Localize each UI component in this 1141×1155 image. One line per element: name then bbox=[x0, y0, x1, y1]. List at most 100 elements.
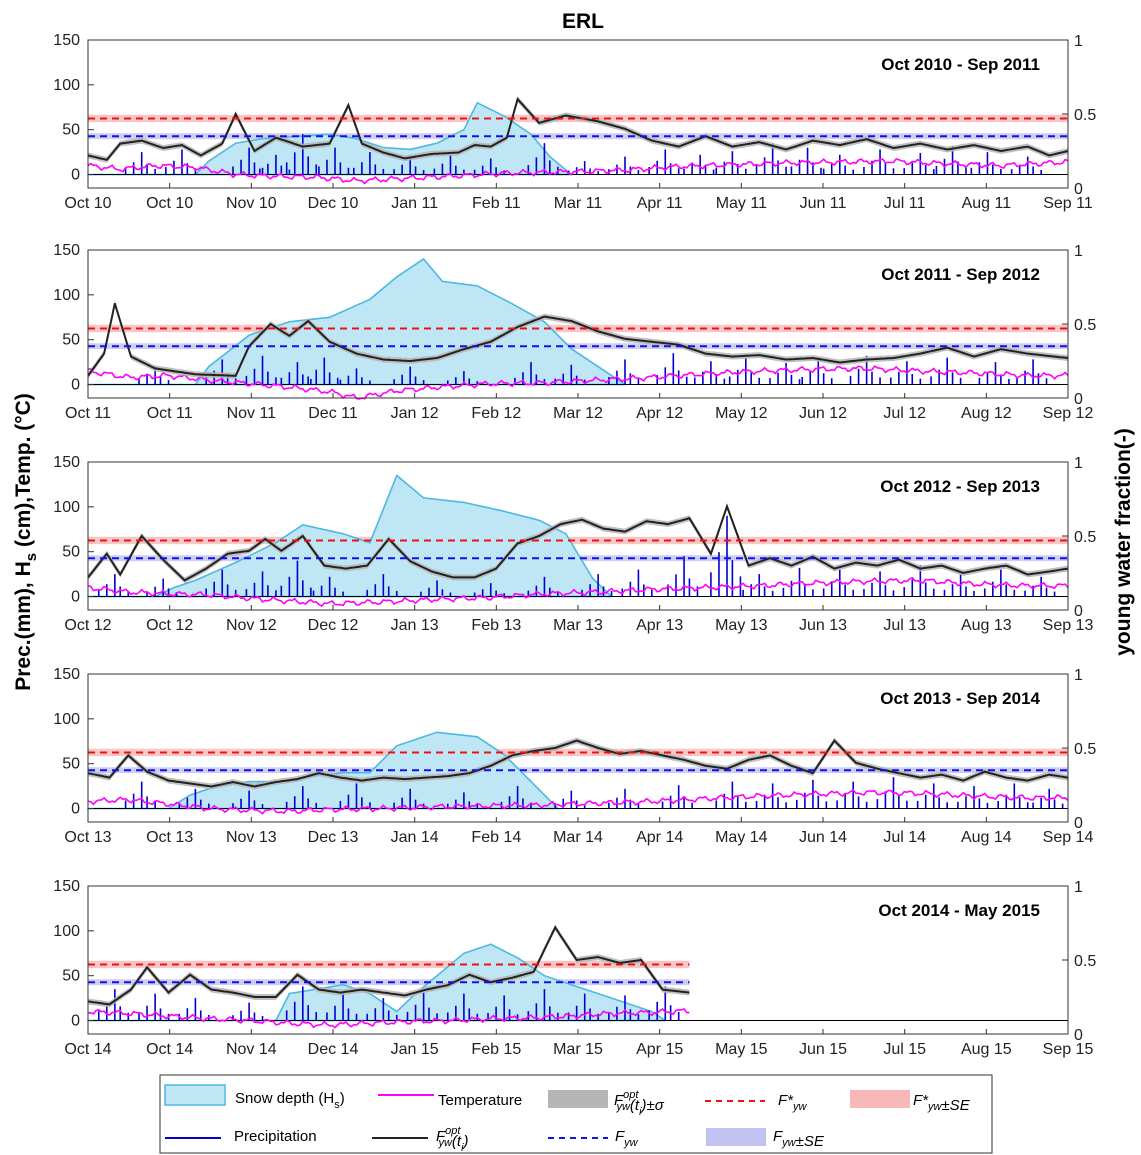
x-tick-label: May 14 bbox=[715, 829, 768, 846]
x-tick-label: May 11 bbox=[716, 195, 767, 212]
legend: Snow depth (Hs) Temperature Fopt yw(ti)±σ F*… bbox=[159, 1074, 993, 1154]
x-tick-label: Feb 14 bbox=[471, 829, 521, 846]
x-tick-label: Aug 11 bbox=[962, 195, 1012, 212]
x-tick-label: Sep 15 bbox=[1043, 1041, 1094, 1058]
x-tick-label: Aug 12 bbox=[961, 405, 1012, 422]
legend-label-fyw: Fyw bbox=[615, 1128, 639, 1149]
legend-swatch-opt-band bbox=[548, 1090, 608, 1108]
right-tick-label: 0 bbox=[1074, 391, 1083, 408]
x-tick-label: Feb 11 bbox=[472, 195, 521, 212]
x-tick-label: Dec 10 bbox=[308, 195, 359, 212]
left-tick-label: 100 bbox=[53, 287, 80, 304]
temperature-line bbox=[87, 1007, 690, 1029]
x-tick-label: Jun 12 bbox=[799, 405, 847, 422]
temperature-line bbox=[87, 576, 1069, 608]
f-star-yw-se-band bbox=[88, 324, 1068, 333]
legend-swatch-f-yw-band bbox=[706, 1128, 766, 1146]
fyw-opt-line bbox=[87, 503, 1069, 582]
left-tick-label: 50 bbox=[62, 544, 80, 561]
x-tick-label: Oct 12 bbox=[64, 617, 111, 634]
x-tick-label: Apr 13 bbox=[636, 617, 683, 634]
x-tick-label: Dec 12 bbox=[308, 617, 359, 634]
right-tick-label: 0 bbox=[1074, 815, 1083, 832]
left-y-axis-label: Prec.(mm), Hs (cm),Temp. (°C) bbox=[12, 393, 40, 691]
left-tick-label: 150 bbox=[53, 454, 80, 471]
panel-3: 0 50 100 150 0 0.5 1 Oct 12 Oct 12 Nov 12 Dec 12 Ja… bbox=[53, 454, 1096, 634]
fyw-opt-sigma-band bbox=[88, 924, 690, 1008]
left-tick-label: 0 bbox=[71, 377, 80, 394]
x-tick-label: Jul 13 bbox=[883, 617, 926, 634]
right-tick-label: 0 bbox=[1074, 1027, 1083, 1044]
x-tick-label: May 15 bbox=[715, 1041, 768, 1058]
precipitation-bars bbox=[97, 986, 680, 1021]
snow-depth-area bbox=[87, 943, 667, 1022]
figure-title: ERL bbox=[562, 10, 604, 33]
left-tick-label: 50 bbox=[62, 756, 80, 773]
x-tick-label: Nov 13 bbox=[226, 829, 277, 846]
x-tick-label: Nov 10 bbox=[226, 195, 277, 212]
legend-swatch-f-star-band bbox=[850, 1090, 910, 1108]
legend-label-fstarband: F*yw±SE bbox=[913, 1092, 971, 1114]
x-tick-label: Oct 12 bbox=[146, 617, 193, 634]
right-tick-label: 1 bbox=[1074, 879, 1083, 896]
f-yw-se-band bbox=[88, 343, 1068, 350]
legend-box bbox=[159, 1074, 993, 1154]
snow-depth-area bbox=[87, 731, 559, 810]
fyw-opt-line bbox=[87, 739, 1069, 788]
x-tick-label: Oct 13 bbox=[146, 829, 193, 846]
right-tick-label: 0.5 bbox=[1074, 741, 1096, 758]
x-tick-label: May 13 bbox=[715, 617, 768, 634]
left-tick-label: 150 bbox=[53, 666, 80, 683]
x-tick-label: Apr 12 bbox=[636, 405, 683, 422]
x-tick-label: Apr 14 bbox=[636, 829, 683, 846]
x-tick-label: Jan 14 bbox=[391, 829, 439, 846]
x-tick-label: Jul 11 bbox=[884, 195, 926, 212]
left-tick-label: 150 bbox=[53, 32, 80, 49]
x-tick-label: Apr 11 bbox=[637, 195, 683, 212]
x-tick-label: Jul 15 bbox=[883, 1041, 926, 1058]
x-tick-label: Aug 15 bbox=[961, 1041, 1012, 1058]
x-tick-label: May 12 bbox=[715, 405, 768, 422]
fyw-opt-line bbox=[87, 97, 1069, 162]
x-tick-label: Dec 13 bbox=[308, 829, 359, 846]
left-tick-label: 100 bbox=[53, 77, 80, 94]
legend-label-opt: Fopt yw(ti) bbox=[436, 1125, 469, 1154]
x-tick-label: Mar 13 bbox=[553, 617, 603, 634]
left-tick-label: 100 bbox=[53, 923, 80, 940]
left-tick-label: 0 bbox=[71, 801, 80, 818]
temperature-line bbox=[87, 365, 1069, 400]
x-tick-label: Dec 14 bbox=[308, 1041, 359, 1058]
panel-2: 0 50 100 150 0 0.5 1 Oct 11 Oct 11 Nov 11 Dec 11 Ja… bbox=[53, 242, 1096, 422]
x-tick-label: Apr 15 bbox=[636, 1041, 683, 1058]
left-tick-label: 0 bbox=[71, 167, 80, 184]
x-tick-label: Jan 13 bbox=[391, 617, 439, 634]
fyw-opt-sigma-band bbox=[88, 503, 1068, 584]
x-tick-label: Dec 11 bbox=[308, 405, 358, 422]
legend-label-snow: Snow depth (Hs) bbox=[235, 1090, 345, 1111]
x-tick-label: Jan 12 bbox=[391, 405, 439, 422]
x-tick-label: Oct 11 bbox=[65, 405, 111, 422]
right-tick-label: 1 bbox=[1074, 243, 1083, 260]
x-tick-label: Jun 15 bbox=[799, 1041, 847, 1058]
x-tick-label: Mar 15 bbox=[553, 1041, 603, 1058]
x-tick-label: Sep 13 bbox=[1043, 617, 1094, 634]
snow-depth-area bbox=[87, 474, 613, 598]
legend-label-temp: Temperature bbox=[438, 1092, 522, 1109]
right-tick-label: 1 bbox=[1074, 667, 1083, 684]
x-tick-label: Jan 11 bbox=[391, 195, 438, 212]
legend-label-precip: Precipitation bbox=[234, 1128, 317, 1145]
left-tick-label: 50 bbox=[62, 968, 80, 985]
legend-label-fywband: Fyw±SE bbox=[773, 1128, 825, 1150]
right-tick-label: 0.5 bbox=[1074, 529, 1096, 546]
x-tick-label: Nov 14 bbox=[226, 1041, 277, 1058]
legend-label-optband: Fopt yw(ti)±σ bbox=[614, 1089, 665, 1118]
fyw-opt-line bbox=[87, 303, 1069, 377]
left-tick-label: 150 bbox=[53, 242, 80, 259]
temperature-line bbox=[87, 157, 1069, 185]
panel-4: 0 50 100 150 0 0.5 1 Oct 13 Oct 13 Nov 13 Dec 13 Ja… bbox=[53, 666, 1096, 846]
left-tick-label: 50 bbox=[62, 332, 80, 349]
right-tick-label: 1 bbox=[1074, 455, 1083, 472]
x-tick-label: Jul 14 bbox=[883, 829, 926, 846]
x-tick-label: Sep 12 bbox=[1043, 405, 1094, 422]
right-tick-label: 0.5 bbox=[1074, 317, 1096, 334]
